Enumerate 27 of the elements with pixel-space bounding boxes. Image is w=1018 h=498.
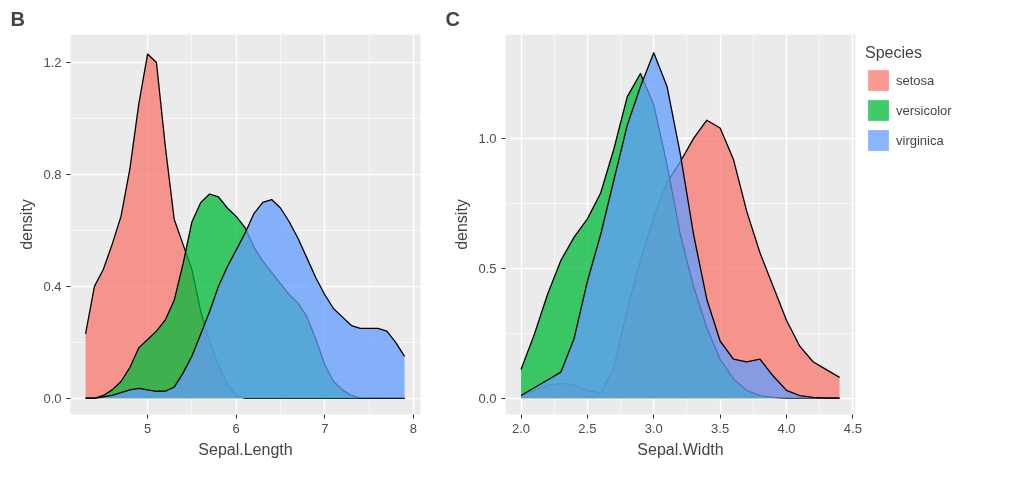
x-tick-label: 4.5 <box>843 420 862 436</box>
x-tick-label: 8 <box>409 420 418 436</box>
y-tick-label: 1.0 <box>478 130 497 146</box>
chart-title: C <box>445 7 460 30</box>
x-tick-label: 3.5 <box>711 420 730 436</box>
y-axis-title: density <box>453 199 471 250</box>
legend-label: virginica <box>896 132 944 148</box>
x-tick-label: 4.0 <box>777 420 796 436</box>
x-tick-label: 5 <box>143 420 152 436</box>
legend-label: setosa <box>896 72 935 88</box>
y-tick-label: 0.0 <box>478 390 497 406</box>
x-tick-label: 6 <box>232 420 240 436</box>
y-axis-title: density <box>18 199 36 250</box>
y-tick-label: 1.2 <box>43 54 62 70</box>
y-tick-label: 0.8 <box>43 166 62 182</box>
legend-label: versicolor <box>896 102 952 118</box>
x-axis-title: Sepal.Length <box>198 440 293 458</box>
x-tick-label: 2.5 <box>578 420 597 436</box>
x-axis-title: Sepal.Width <box>637 440 724 458</box>
y-tick-label: 0.0 <box>43 390 62 406</box>
x-tick-label: 2.0 <box>511 420 531 436</box>
x-tick-label: 3.0 <box>644 420 663 436</box>
y-tick-label: 0.4 <box>43 278 62 294</box>
chart-title: B <box>10 7 25 30</box>
x-tick-label: 7 <box>321 420 329 436</box>
legend-title: Species <box>865 44 923 62</box>
y-tick-label: 0.5 <box>478 260 497 276</box>
